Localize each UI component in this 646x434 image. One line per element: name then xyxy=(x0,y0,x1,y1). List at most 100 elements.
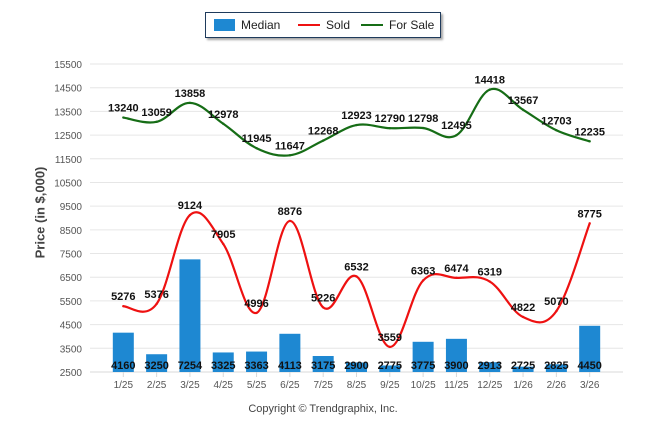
for-sale-data-label: 12703 xyxy=(541,115,572,127)
sold-point xyxy=(388,345,392,349)
x-tick-label: 10/25 xyxy=(411,380,436,391)
series-lines xyxy=(122,87,591,349)
median-data-label: 2775 xyxy=(378,360,402,372)
for-sale-data-label: 12268 xyxy=(308,126,339,138)
copyright-footer: Copyright © Trendgraphix, Inc. xyxy=(248,403,398,415)
y-tick-label: 9500 xyxy=(60,202,83,213)
sold-point xyxy=(488,280,491,283)
for-sale-point xyxy=(488,88,491,91)
sold-data-label: 5226 xyxy=(311,292,335,304)
x-tick-label: 2/26 xyxy=(547,380,567,391)
median-bar xyxy=(379,365,401,372)
for-sale-point xyxy=(222,122,225,125)
for-sale-data-label: 14418 xyxy=(474,75,505,87)
median-bar xyxy=(346,362,367,372)
median-bar xyxy=(179,259,201,372)
for-sale-data-label: 13858 xyxy=(175,88,206,100)
median-bar xyxy=(246,351,268,372)
y-tick-label: 11500 xyxy=(55,155,83,166)
for-sale-point xyxy=(455,133,458,137)
for-sale-point xyxy=(555,129,558,132)
median-data-label: 4160 xyxy=(111,360,135,372)
median-bar xyxy=(445,338,467,372)
median-bar xyxy=(545,364,567,372)
for-sale-data-label: 11945 xyxy=(242,133,272,145)
median-data-label: 3325 xyxy=(211,360,235,372)
median-bar xyxy=(512,366,534,372)
y-tick-label: 7500 xyxy=(60,250,83,261)
median-data-label: 2913 xyxy=(478,360,502,372)
x-tick-label: 3/26 xyxy=(580,380,600,391)
sold-point xyxy=(222,242,225,246)
median-data-label: 2900 xyxy=(344,360,368,372)
median-data-label: 4450 xyxy=(577,360,601,372)
median-bars xyxy=(112,259,601,372)
median-data-label: 2725 xyxy=(511,360,535,372)
median-bar xyxy=(312,356,334,372)
legend-label-for-sale: For Sale xyxy=(389,18,435,32)
median-swatch-icon xyxy=(214,19,235,31)
for-sale-data-label: 12235 xyxy=(574,126,605,138)
x-tick-label: 7/25 xyxy=(313,380,333,391)
data-labels: 4160 3250 7254 3325 3363 4113 3175 2900 2775 3775… xyxy=(108,75,605,372)
y-tick-label: 8500 xyxy=(60,226,83,237)
legend-label-sold: Sold xyxy=(326,18,351,32)
sold-data-label: 5376 xyxy=(144,289,168,301)
for-sale-data-label: 12790 xyxy=(375,113,406,125)
for-sale-point xyxy=(355,123,358,127)
for-sale-point xyxy=(188,101,192,105)
for-sale-point xyxy=(521,108,525,111)
sold-point xyxy=(288,219,292,223)
median-data-label: 2825 xyxy=(544,360,568,372)
median-data-label: 3250 xyxy=(144,360,168,372)
sold-point xyxy=(155,302,158,306)
sold-data-label: 4996 xyxy=(244,298,268,310)
sold-data-label: 5276 xyxy=(111,291,135,303)
median-data-label: 7254 xyxy=(178,360,203,372)
y-tick-label: 5500 xyxy=(60,297,83,308)
legend-item-for-sale[interactable]: For Sale xyxy=(361,18,434,32)
x-tick-label: 6/25 xyxy=(280,380,300,391)
x-tick-label: 2/25 xyxy=(147,380,167,391)
x-tick-label: 3/25 xyxy=(180,380,200,391)
sold-line xyxy=(123,211,591,349)
sold-data-label: 3559 xyxy=(378,332,402,344)
for-sale-data-label: 13567 xyxy=(508,95,539,107)
sold-line-icon xyxy=(298,24,320,26)
median-bar xyxy=(146,354,168,372)
for-sale-data-label: 12978 xyxy=(208,109,239,121)
sold-point xyxy=(588,222,591,225)
sold-data-label: 9124 xyxy=(178,200,203,212)
sold-point xyxy=(122,305,125,308)
for-sale-data-label: 13240 xyxy=(108,103,139,115)
y-tick-label: 13500 xyxy=(54,107,82,118)
legend-item-sold[interactable]: Sold xyxy=(298,18,350,32)
for-sale-point xyxy=(288,154,292,157)
for-sale-data-label: 13059 xyxy=(141,107,172,119)
y-tick-label: 6500 xyxy=(60,273,83,284)
y-tick-label: 10500 xyxy=(54,178,82,189)
for-sale-point xyxy=(122,116,125,119)
y-tick-label: 3500 xyxy=(60,344,83,355)
x-tick-label: 1/25 xyxy=(114,380,134,391)
legend-item-median[interactable]: Median xyxy=(214,18,280,32)
median-data-label: 3900 xyxy=(444,360,468,372)
for-sale-data-label: 11647 xyxy=(275,140,305,152)
for-sale-point xyxy=(255,147,258,150)
for-sale-point xyxy=(321,139,325,142)
median-data-label: 4113 xyxy=(278,360,302,372)
y-tick-label: 14500 xyxy=(54,84,82,95)
x-tick-label: 1/26 xyxy=(513,380,533,391)
y-tick-label: 12500 xyxy=(54,131,82,142)
sold-point xyxy=(455,276,458,280)
sold-point xyxy=(355,275,358,278)
median-data-label: 3775 xyxy=(411,360,435,372)
x-axis: 1/25 2/25 3/25 4/25 5/25 6/25 7/25 8/25 9/25 10/2… xyxy=(90,371,623,391)
median-data-label: 3363 xyxy=(244,360,268,372)
median-bar xyxy=(212,352,234,372)
sold-point xyxy=(421,279,425,282)
y-axis-ticks: 2500 3500 4500 5500 6500 7500 8500 9500 10500 115… xyxy=(54,60,82,379)
median-data-label: 3175 xyxy=(311,360,335,372)
legend-label-median: Median xyxy=(241,18,281,32)
